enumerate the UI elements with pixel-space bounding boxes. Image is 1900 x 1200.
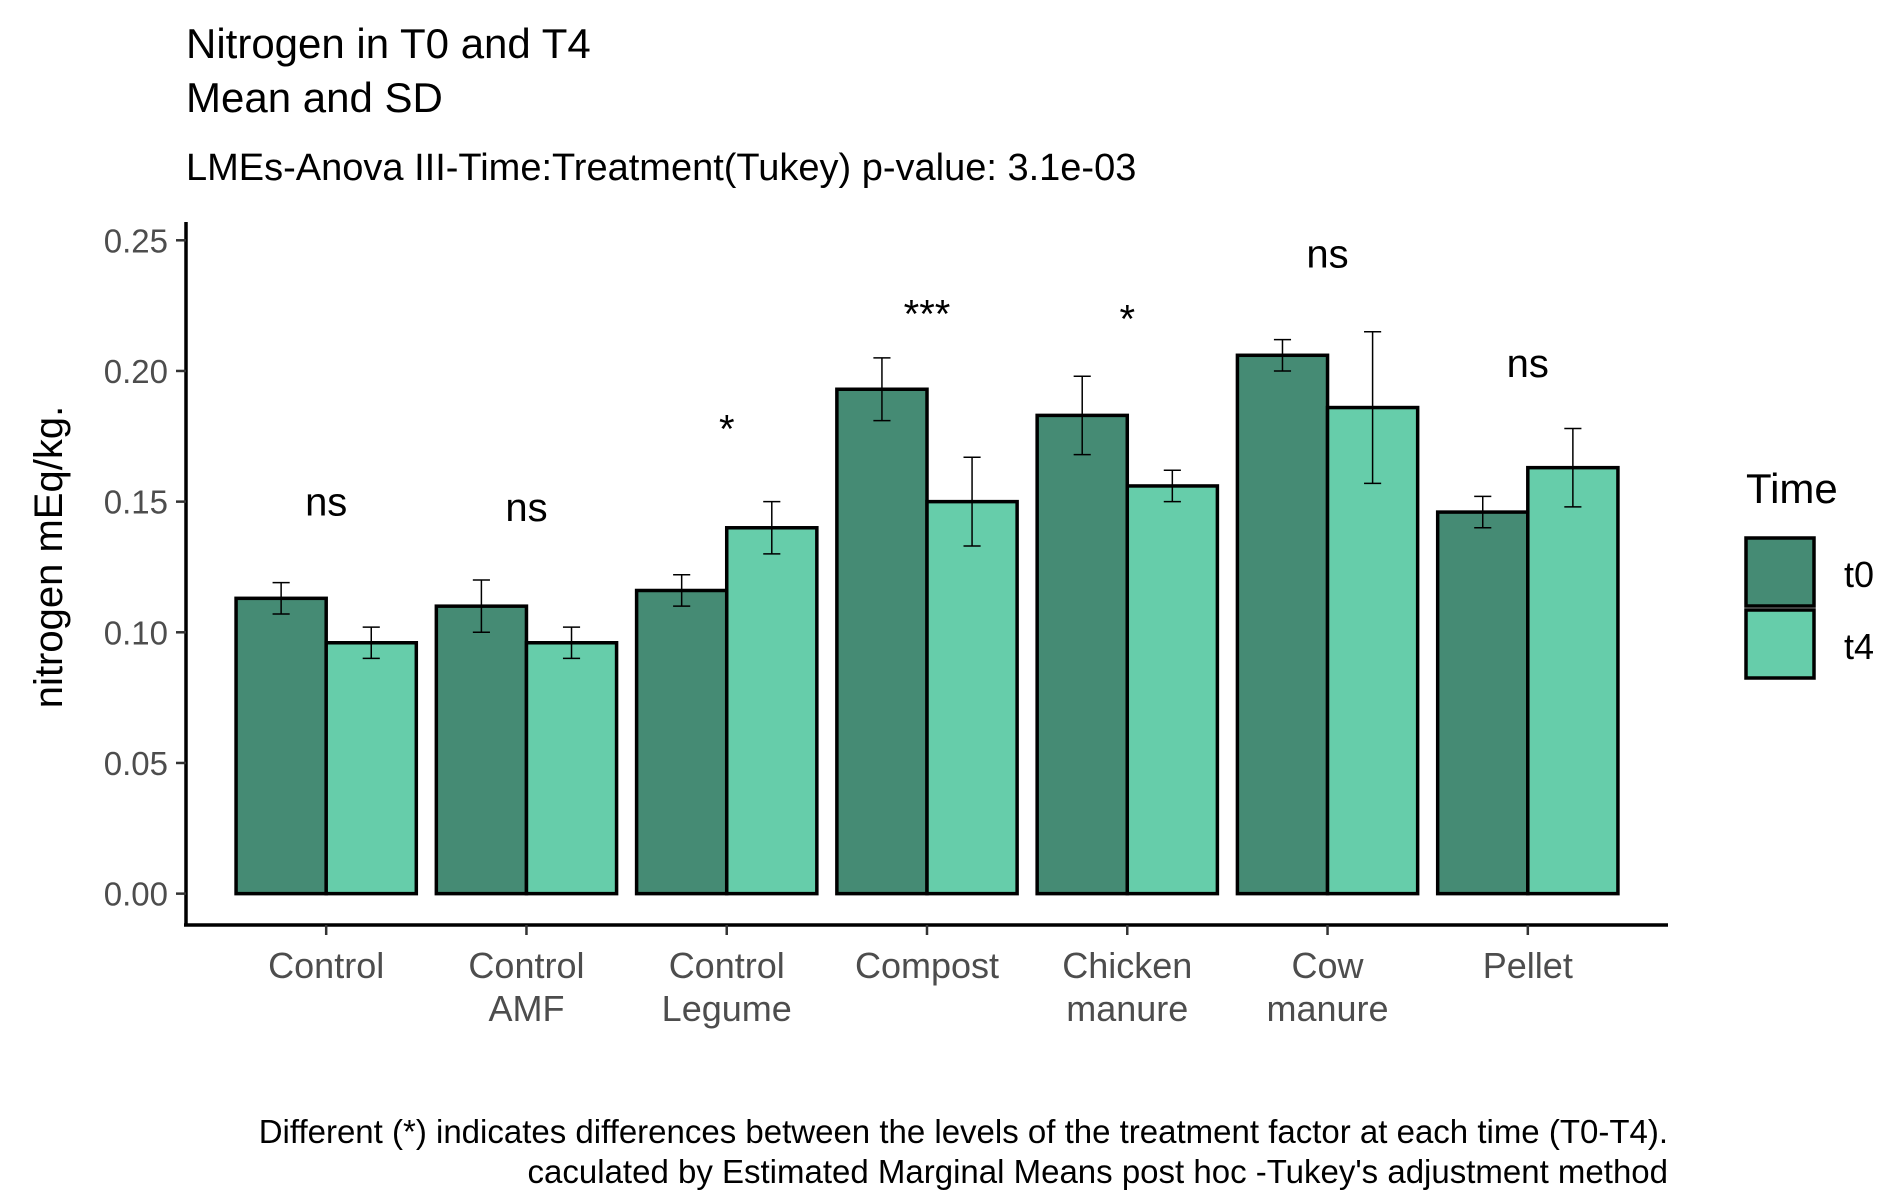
x-tick-label: manure bbox=[1066, 988, 1188, 1029]
x-tick-label: Control bbox=[468, 945, 584, 986]
legend-key-t4 bbox=[1744, 608, 1816, 680]
bar-t0 bbox=[1435, 510, 1530, 896]
chart-title-line-2: Mean and SD bbox=[186, 74, 443, 121]
bars-layer bbox=[234, 353, 1620, 896]
significance-label: ns bbox=[1306, 232, 1348, 276]
bar-t0 bbox=[1035, 413, 1130, 896]
bar-t0 bbox=[634, 588, 729, 896]
x-tick-label: Pellet bbox=[1483, 945, 1573, 986]
bar-t0 bbox=[835, 387, 929, 896]
bar-t4 bbox=[1325, 405, 1420, 896]
y-ticks-layer: 0.00 0.05 0.10 0.15 0.20 0.25 bbox=[104, 222, 186, 913]
y-tick-label: 0.15 bbox=[104, 484, 168, 521]
x-tick-label: Control bbox=[268, 945, 384, 986]
y-tick-label: 0.20 bbox=[104, 353, 168, 390]
bar-t0 bbox=[434, 604, 529, 896]
caption-line-1: Different (*) indicates differences betw… bbox=[259, 1113, 1668, 1150]
bar-t4 bbox=[524, 641, 619, 896]
significance-label: ns bbox=[1507, 342, 1549, 386]
x-tick-label: Compost bbox=[855, 945, 999, 986]
chart-subtitle: LMEs-Anova III-Time:Treatment(Tukey) p-v… bbox=[186, 147, 1136, 189]
legend-title: Time bbox=[1746, 465, 1838, 512]
bar-t4 bbox=[724, 526, 819, 896]
y-tick-label: 0.00 bbox=[104, 876, 168, 913]
caption-line-2: caculated by Estimated Marginal Means po… bbox=[528, 1153, 1668, 1190]
bar-t4 bbox=[925, 499, 1019, 896]
x-tick-label: AMF bbox=[488, 988, 564, 1029]
legend-key-t0 bbox=[1744, 536, 1816, 608]
x-tick-label: manure bbox=[1267, 988, 1389, 1029]
significance-label: * bbox=[719, 407, 735, 451]
y-axis-label: nitrogen mEq/kg. bbox=[27, 406, 71, 708]
x-tick-label: Chicken bbox=[1062, 945, 1192, 986]
x-tick-label: Legume bbox=[662, 988, 792, 1029]
legend: Time t0 t4 bbox=[1744, 465, 1874, 680]
y-tick-label: 0.25 bbox=[104, 222, 168, 259]
y-tick-label: 0.10 bbox=[104, 614, 168, 651]
x-tick-label: Cow bbox=[1292, 945, 1365, 986]
legend-label-t4: t4 bbox=[1844, 626, 1874, 667]
y-tick-label: 0.05 bbox=[104, 745, 168, 782]
bar-t4 bbox=[1125, 484, 1220, 896]
bar-t0 bbox=[1235, 353, 1330, 896]
bar-t0 bbox=[234, 596, 328, 896]
bar-t4 bbox=[1526, 465, 1620, 896]
significance-label: * bbox=[1119, 298, 1135, 342]
significance-label: ns bbox=[505, 486, 547, 530]
x-tick-label: Control bbox=[669, 945, 785, 986]
significance-label: ns bbox=[305, 481, 347, 525]
error-bars-layer bbox=[272, 331, 1582, 660]
significance-label: *** bbox=[904, 292, 951, 336]
chart-title-line-1: Nitrogen in T0 and T4 bbox=[186, 20, 591, 67]
legend-label-t0: t0 bbox=[1844, 554, 1874, 595]
bar-t4 bbox=[324, 641, 419, 896]
